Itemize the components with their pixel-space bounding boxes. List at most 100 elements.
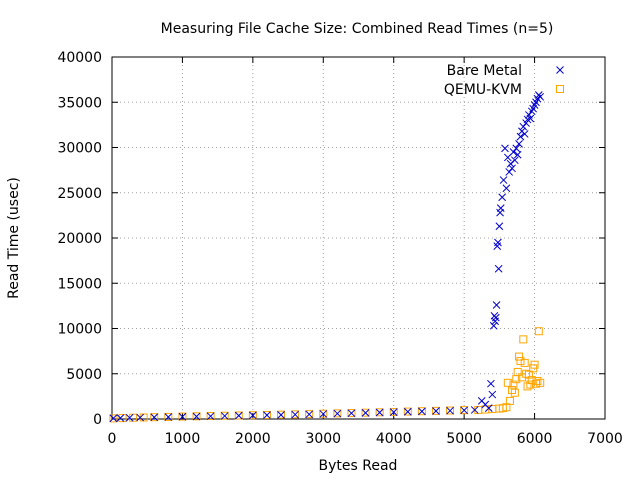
x-tick-label: 3000	[305, 431, 341, 447]
marker-stroke	[432, 407, 440, 415]
data-point	[389, 407, 398, 416]
data-point	[530, 360, 539, 369]
data-point	[291, 410, 300, 419]
data-point	[484, 404, 493, 412]
data-point	[248, 411, 257, 420]
x-tick-label: 2000	[235, 431, 271, 447]
data-point	[501, 144, 509, 153]
data-point	[526, 114, 535, 123]
marker-stroke	[556, 66, 564, 74]
marker-stroke	[512, 144, 521, 153]
marker-stroke	[509, 148, 518, 156]
data-point	[249, 411, 257, 420]
data-point	[164, 413, 173, 421]
data-point	[520, 130, 529, 138]
data-point	[513, 150, 522, 159]
marker-stroke	[491, 313, 500, 322]
data-point	[522, 369, 531, 378]
data-point	[263, 411, 271, 419]
data-point	[531, 379, 540, 388]
marker-stroke	[523, 115, 532, 124]
marker-stroke	[488, 390, 497, 399]
data-point	[305, 410, 314, 419]
marker-stroke	[277, 410, 285, 419]
data-point	[432, 407, 440, 415]
data-point	[116, 414, 125, 422]
data-point	[431, 406, 440, 415]
data-point	[516, 357, 525, 366]
data-point	[509, 380, 518, 389]
marker-stroke	[526, 114, 535, 123]
marker-stroke	[536, 92, 545, 101]
marker-stroke	[492, 301, 501, 309]
data-point	[109, 414, 118, 423]
marker-stroke	[361, 408, 370, 417]
x-tick-label: 5000	[446, 431, 482, 447]
marker-stroke	[319, 410, 328, 418]
data-point	[277, 410, 285, 419]
data-point	[418, 407, 426, 416]
legend-label: QEMU-KVM	[444, 82, 522, 98]
data-point	[206, 412, 215, 421]
marker-stroke	[418, 407, 426, 416]
data-point	[505, 168, 514, 176]
data-point	[534, 327, 543, 336]
data-point	[234, 411, 243, 420]
data-point	[508, 164, 516, 173]
data-point	[150, 413, 159, 422]
data-point	[495, 222, 504, 231]
data-point	[164, 412, 173, 421]
data-point	[508, 386, 517, 395]
data-point	[515, 352, 524, 361]
data-point	[277, 410, 286, 419]
y-tick-label: 5000	[66, 367, 102, 383]
marker-stroke	[519, 122, 528, 131]
marker-stroke	[501, 144, 509, 153]
marker-stroke	[481, 400, 490, 409]
data-point	[192, 412, 201, 421]
data-point	[494, 238, 502, 247]
marker-stroke	[505, 168, 514, 176]
marker-stroke	[484, 404, 493, 412]
data-point	[446, 406, 455, 415]
marker-stroke	[116, 414, 125, 422]
marker-stroke	[513, 150, 522, 159]
marker-stroke	[192, 412, 201, 421]
data-point	[220, 412, 229, 420]
x-tick-label: 1000	[165, 431, 201, 447]
y-tick-label: 15000	[57, 276, 102, 292]
data-point	[524, 370, 533, 379]
series-bare-metal	[109, 91, 545, 423]
data-point	[498, 193, 507, 202]
data-point	[291, 410, 299, 419]
marker-stroke	[164, 413, 173, 421]
marker-stroke	[508, 164, 516, 173]
y-tick-label: 20000	[57, 231, 102, 247]
data-point	[460, 406, 468, 415]
data-point	[487, 379, 495, 388]
marker-stroke	[477, 397, 486, 405]
data-point	[509, 148, 518, 156]
marker-stroke	[125, 413, 134, 422]
x-tick-label: 4000	[376, 431, 412, 447]
marker-stroke	[305, 410, 314, 419]
marker-stroke	[291, 410, 299, 419]
marker-stroke	[249, 411, 257, 420]
data-point	[319, 409, 328, 418]
marker-stroke	[333, 409, 342, 418]
marker-stroke	[234, 411, 243, 420]
data-point	[206, 412, 215, 421]
data-point	[150, 413, 159, 422]
marker-stroke	[502, 184, 511, 193]
marker-stroke	[489, 321, 498, 330]
data-point	[494, 264, 503, 273]
data-point	[220, 411, 229, 420]
data-point	[519, 335, 528, 344]
marker-stroke	[498, 193, 507, 202]
data-point	[347, 409, 356, 418]
marker-stroke	[525, 111, 533, 119]
data-point	[361, 408, 370, 417]
data-point	[375, 408, 384, 417]
marker-stroke	[263, 411, 271, 419]
data-point	[499, 176, 508, 184]
